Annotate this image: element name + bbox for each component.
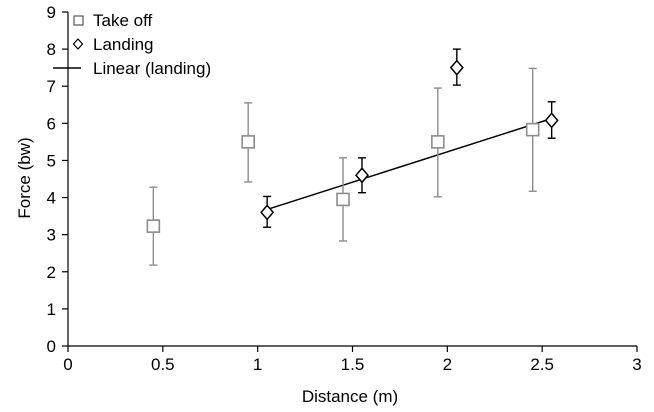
y-axis-label: Force (bw) <box>15 137 34 218</box>
x-tick-label: 1.5 <box>341 355 365 374</box>
legend-item: Landing <box>72 35 154 54</box>
legend-label: Landing <box>93 35 154 54</box>
y-ticks: 0 1 2 3 4 5 6 7 8 9 <box>47 3 68 356</box>
data-point-diamond <box>354 167 369 184</box>
data-point-square <box>241 135 255 149</box>
data-point-square <box>336 192 350 207</box>
y-tick-label: 7 <box>47 77 56 96</box>
legend-label: Take off <box>93 11 153 30</box>
data-point-square <box>431 135 445 149</box>
data-point-diamond <box>260 204 275 221</box>
x-tick-label: 2.5 <box>530 355 554 374</box>
series-landing <box>260 48 559 228</box>
data-point-diamond <box>544 112 559 129</box>
data-point-square <box>146 219 161 233</box>
x-tick-label: 3 <box>632 355 641 374</box>
x-tick-label: 2 <box>443 355 452 374</box>
x-axis-label: Distance (m) <box>302 387 398 406</box>
y-tick-label: 0 <box>47 337 56 356</box>
trendline-linear-landing <box>266 117 552 211</box>
x-tick-label: 0 <box>63 355 72 374</box>
data-point-diamond <box>449 59 464 76</box>
legend-item: Take off <box>73 11 153 30</box>
series-group <box>146 48 559 266</box>
data-point-square <box>525 122 540 137</box>
y-tick-label: 1 <box>47 300 56 319</box>
x-tick-label: 1 <box>253 355 262 374</box>
legend-diamond-icon <box>72 38 84 50</box>
y-tick-label: 3 <box>47 226 56 245</box>
legend: Take off Landing Linear (landing) <box>53 11 211 78</box>
y-tick-label: 4 <box>47 189 56 208</box>
trendline-group <box>266 117 552 211</box>
y-tick-label: 8 <box>47 40 56 59</box>
x-tick-label: 0.5 <box>151 355 175 374</box>
y-tick-label: 5 <box>47 151 56 170</box>
y-tick-label: 2 <box>47 263 56 282</box>
legend-item: Linear (landing) <box>53 59 211 78</box>
legend-square-icon <box>73 15 84 26</box>
y-tick-label: 6 <box>47 114 56 133</box>
series-take-off <box>146 67 540 266</box>
y-tick-label: 9 <box>47 3 56 22</box>
x-ticks: 0 0.5 1 1.5 2 2.5 3 <box>63 346 642 374</box>
legend-label: Linear (landing) <box>93 59 211 78</box>
